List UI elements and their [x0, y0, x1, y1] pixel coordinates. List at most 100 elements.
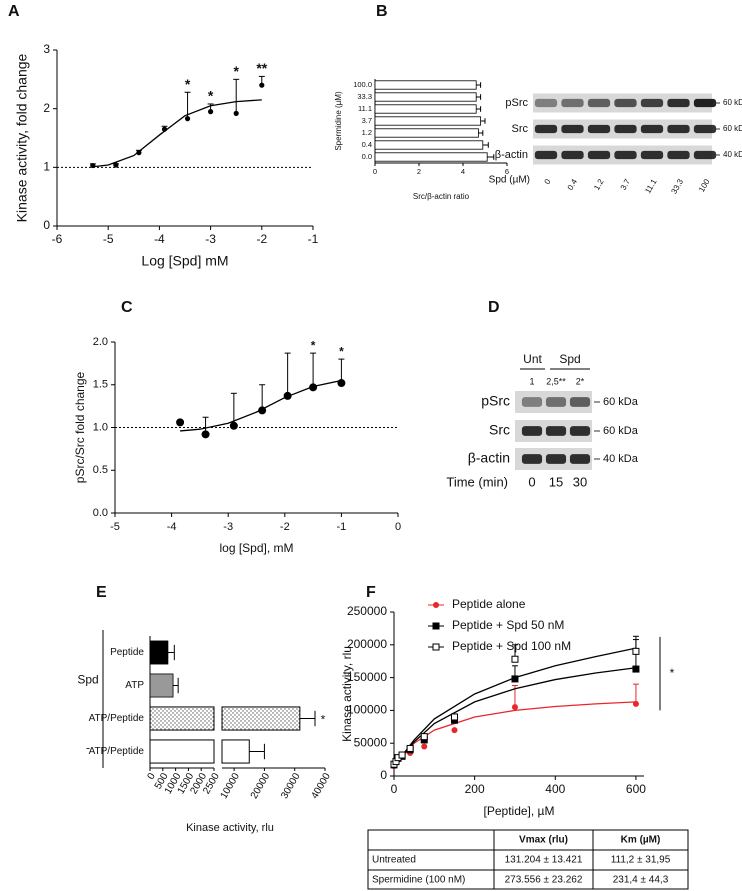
- x-tick-label: 2: [417, 167, 421, 176]
- bar: [149, 739, 215, 764]
- marker: [259, 82, 265, 88]
- blot-band: [587, 124, 611, 134]
- panel-letter: E: [96, 584, 107, 601]
- bar: [374, 92, 477, 102]
- table-cell: 273.556 ± 23.262: [505, 875, 583, 886]
- blot-band: [545, 426, 567, 436]
- blot-band: [534, 98, 558, 108]
- group-label: -: [86, 741, 90, 755]
- panel-letter: D: [488, 299, 500, 316]
- blot-band: [640, 98, 664, 108]
- x-tick-label: 200: [465, 782, 485, 796]
- category-label: 11.1: [358, 104, 372, 113]
- blot-band: [561, 150, 584, 160]
- marker: [161, 126, 168, 132]
- marker: [309, 383, 318, 392]
- blot-size-label: 60 kDa: [603, 425, 639, 437]
- marker: [258, 406, 267, 415]
- marker: [229, 421, 238, 430]
- significance: *: [208, 88, 214, 104]
- significance: *: [233, 63, 239, 79]
- y-tick-label: 0: [43, 218, 50, 232]
- marker: [208, 109, 214, 115]
- bar: [374, 128, 479, 138]
- marker: [233, 110, 239, 116]
- x-tick-label: 600: [626, 782, 646, 796]
- blot-size-label: 60 kDa: [723, 98, 742, 107]
- y-tick-label: 1.5: [93, 379, 108, 391]
- marker: [406, 744, 414, 752]
- x-tick-label: -1: [337, 521, 347, 533]
- marker: [451, 727, 458, 734]
- blot-band: [521, 454, 543, 464]
- blot-row-label: Src: [512, 123, 529, 135]
- marker: [511, 655, 519, 663]
- x-axis-label: log [Spd], mM: [219, 541, 293, 555]
- bar: [149, 706, 215, 731]
- y-tick-label: 1.0: [93, 421, 108, 433]
- significance: *: [321, 713, 326, 727]
- bar: [374, 80, 477, 90]
- x-axis-label: Kinase activity, rlu: [186, 822, 274, 834]
- lane-label: 1.2: [592, 177, 606, 192]
- y-tick-label: 250000: [347, 604, 387, 618]
- x-axis-label: Log [Spd] mM: [141, 253, 228, 269]
- blot-band: [545, 454, 567, 464]
- blot-band: [561, 98, 584, 108]
- category-label: ATP: [125, 680, 144, 691]
- significance: *: [311, 338, 316, 352]
- x-tick-label: -5: [103, 232, 114, 246]
- marker: [632, 647, 640, 655]
- category-label: 0.0: [362, 152, 372, 161]
- marker: [398, 751, 406, 759]
- x-tick-label: 0: [373, 167, 377, 176]
- lane-label: 0: [528, 474, 535, 489]
- y-tick-label: 1: [43, 160, 50, 174]
- y-tick-label: 2: [43, 101, 50, 115]
- y-tick-label: 200000: [347, 637, 387, 651]
- group-label: Spd: [77, 673, 98, 687]
- category-label: Peptide: [110, 647, 144, 658]
- legend-marker: [432, 622, 440, 630]
- x-tick-label: 0: [146, 771, 159, 782]
- bar: [374, 152, 488, 162]
- lane-label: 3.7: [619, 177, 633, 192]
- significance: *: [670, 666, 675, 680]
- x-tick-label: 4: [461, 167, 465, 176]
- category-label: ATP/Peptide: [89, 746, 145, 757]
- blot-band: [587, 150, 611, 160]
- significance: **: [256, 60, 267, 76]
- x-tick-label: 30000: [279, 771, 303, 801]
- blot-band: [667, 150, 690, 160]
- bar: [149, 640, 169, 665]
- blot-band: [569, 454, 591, 464]
- x-tick-label: 10000: [219, 771, 243, 801]
- fit-curve: [92, 99, 262, 168]
- blot-band: [521, 426, 543, 436]
- lane-label: 11.1: [643, 177, 659, 195]
- table-cell: Untreated: [372, 855, 416, 866]
- blot-band: [521, 397, 543, 407]
- category-label: 33.3: [357, 92, 372, 101]
- y-axis-label: Kinase activity, fold change: [14, 53, 30, 222]
- marker: [176, 418, 185, 427]
- blot-size-label: 40 kDa: [603, 453, 639, 465]
- lane-label: 0: [543, 177, 553, 186]
- significance: *: [339, 344, 344, 358]
- marker: [283, 391, 292, 400]
- blot-band: [693, 150, 717, 160]
- bar: [221, 706, 301, 731]
- marker: [420, 733, 428, 741]
- significance: *: [185, 76, 191, 92]
- bar: [221, 739, 250, 764]
- x-tick-label: -4: [167, 521, 177, 533]
- blot-band: [667, 98, 690, 108]
- y-axis-label: Spermidine (µM): [334, 91, 343, 151]
- fit-curve: [393, 647, 637, 767]
- x-tick-label: -5: [110, 521, 120, 533]
- lane-label: 33.3: [669, 177, 685, 195]
- y-tick-label: 100000: [347, 703, 387, 717]
- legend-marker: [432, 643, 440, 651]
- x-tick-label: -2: [256, 232, 267, 246]
